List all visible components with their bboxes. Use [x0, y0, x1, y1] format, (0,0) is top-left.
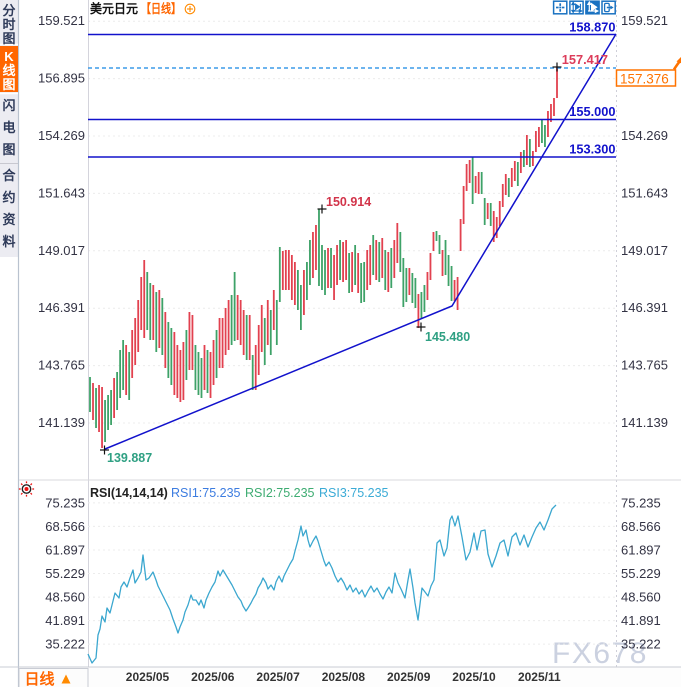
svg-text:157.417: 157.417: [562, 52, 608, 67]
svg-text:图: 图: [2, 142, 15, 157]
svg-text:75.235: 75.235: [621, 495, 661, 510]
svg-text:2025/05: 2025/05: [126, 670, 170, 684]
svg-text:145.480: 145.480: [425, 330, 470, 344]
svg-text:154.269: 154.269: [621, 128, 668, 143]
svg-text:2025/11: 2025/11: [518, 670, 561, 684]
svg-text:2025/08: 2025/08: [322, 670, 366, 684]
svg-text:图: 图: [2, 77, 15, 92]
svg-text:料: 料: [2, 234, 15, 249]
svg-text:日线: 日线: [25, 670, 55, 687]
svg-text:154.269: 154.269: [38, 128, 85, 143]
svg-text:157.376: 157.376: [620, 72, 669, 87]
svg-text:55.229: 55.229: [45, 566, 85, 581]
svg-text:41.891: 41.891: [45, 613, 85, 628]
svg-text:RSI3:75.235: RSI3:75.235: [319, 486, 389, 500]
svg-text:146.391: 146.391: [621, 300, 668, 315]
svg-text:139.887: 139.887: [107, 451, 152, 465]
svg-text:电: 电: [2, 120, 15, 135]
svg-text:RSI1:75.235: RSI1:75.235: [171, 486, 241, 500]
svg-text:48.560: 48.560: [45, 590, 85, 605]
svg-text:159.521: 159.521: [621, 13, 668, 28]
svg-text:48.560: 48.560: [621, 590, 661, 605]
svg-text:35.222: 35.222: [45, 637, 85, 652]
svg-text:FX678: FX678: [552, 637, 648, 670]
svg-text:61.897: 61.897: [621, 542, 661, 557]
svg-text:时: 时: [2, 17, 15, 32]
svg-text:RSI(14,14,14): RSI(14,14,14): [90, 486, 168, 500]
svg-text:141.139: 141.139: [621, 415, 668, 430]
svg-text:155.000: 155.000: [569, 104, 615, 119]
svg-text:150.914: 150.914: [326, 195, 371, 209]
svg-text:41.891: 41.891: [621, 613, 661, 628]
svg-text:159.521: 159.521: [38, 13, 85, 28]
svg-text:61.897: 61.897: [45, 542, 85, 557]
svg-text:35.222: 35.222: [621, 637, 661, 652]
svg-text:资: 资: [2, 212, 15, 227]
svg-text:RSI2:75.235: RSI2:75.235: [245, 486, 315, 500]
svg-text:75.235: 75.235: [45, 495, 85, 510]
svg-text:149.017: 149.017: [38, 243, 85, 258]
svg-text:141.139: 141.139: [38, 415, 85, 430]
svg-text:2025/06: 2025/06: [191, 670, 235, 684]
svg-text:146.391: 146.391: [38, 300, 85, 315]
svg-text:68.566: 68.566: [621, 519, 661, 534]
svg-text:151.643: 151.643: [38, 185, 85, 200]
svg-text:分: 分: [2, 3, 15, 18]
svg-text:闪: 闪: [2, 98, 15, 113]
svg-text:图: 图: [2, 31, 15, 46]
svg-text:【日线】: 【日线】: [141, 1, 181, 16]
svg-text:156.895: 156.895: [38, 71, 85, 86]
svg-text:149.017: 149.017: [621, 243, 668, 258]
svg-text:线: 线: [2, 63, 15, 78]
svg-text:2025/10: 2025/10: [452, 670, 496, 684]
svg-text:2025/07: 2025/07: [256, 670, 300, 684]
svg-text:55.229: 55.229: [621, 566, 661, 581]
svg-text:158.870: 158.870: [569, 20, 615, 35]
svg-text:68.566: 68.566: [45, 519, 85, 534]
svg-text:153.300: 153.300: [569, 142, 615, 157]
svg-text:K: K: [4, 49, 14, 64]
svg-text:美元日元: 美元日元: [90, 1, 138, 16]
svg-text:143.765: 143.765: [38, 358, 85, 373]
svg-text:151.643: 151.643: [621, 185, 668, 200]
svg-text:2025/09: 2025/09: [387, 670, 431, 684]
svg-text:合: 合: [2, 168, 16, 183]
svg-text:约: 约: [2, 190, 15, 205]
svg-text:143.765: 143.765: [621, 358, 668, 373]
